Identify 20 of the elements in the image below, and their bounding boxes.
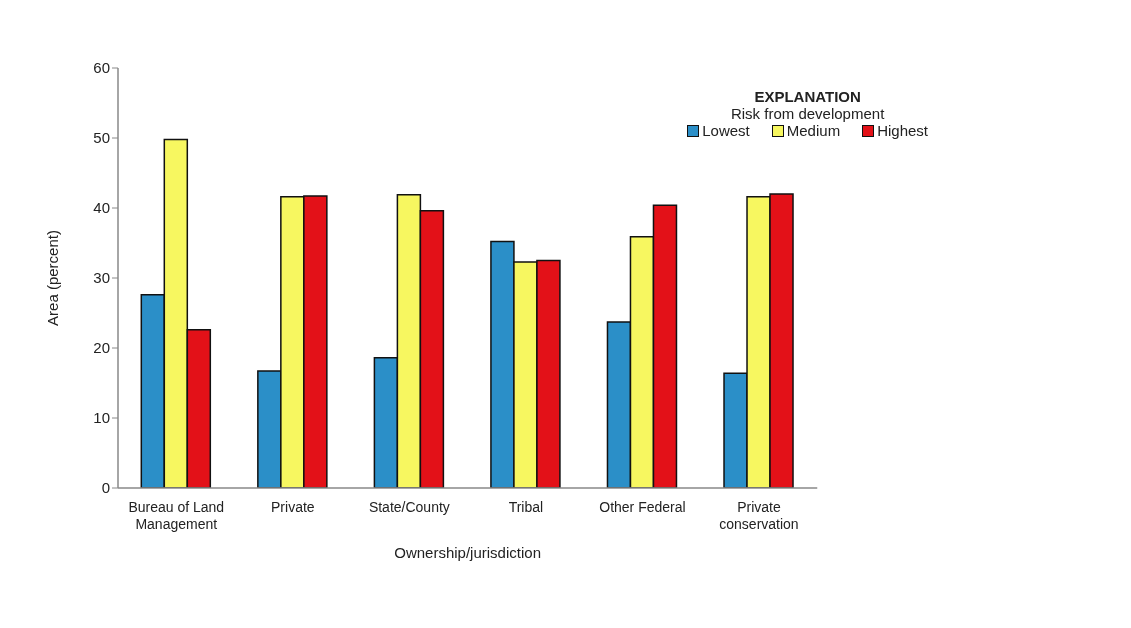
y-axis-title: Area (percent) [44, 230, 62, 326]
y-tick-label: 0 [101, 479, 110, 497]
x-tick-label: State/County [368, 499, 450, 515]
y-tick-label: 10 [93, 409, 110, 427]
y-tick-label: 30 [93, 269, 110, 287]
legend-label: Medium [785, 122, 841, 139]
x-axis-title: Ownership/jurisdiction [394, 544, 541, 561]
x-tick-label: Tribal [508, 499, 544, 515]
annotation: EXPLANATION [753, 88, 862, 105]
y-tick-label: 20 [93, 339, 110, 357]
y-tick-label: 50 [93, 129, 110, 147]
legend-label: Highest [876, 122, 928, 139]
legend-title: Risk from development [729, 105, 886, 122]
x-tick-label: Private [271, 499, 315, 515]
y-tick-label: 40 [93, 199, 110, 217]
y-tick-label: 60 [93, 59, 110, 77]
x-tick-label: Other Federal [599, 499, 686, 515]
x-tick-label: Private conservation [719, 499, 799, 532]
x-tick-label: Bureau of Land Management [128, 499, 225, 532]
legend-label: Lowest [701, 122, 750, 139]
